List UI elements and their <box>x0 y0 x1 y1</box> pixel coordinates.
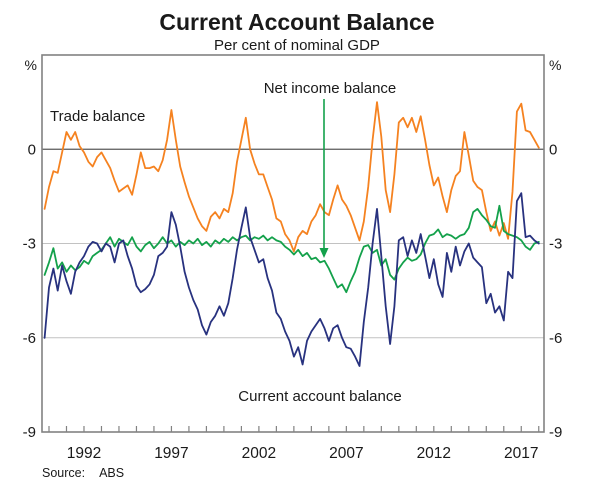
series-label-current-account-balance: Current account balance <box>238 388 401 405</box>
chart-title: Current Account Balance <box>159 9 434 35</box>
x-tick-label: 2017 <box>504 445 538 462</box>
y-tick-label-right: -9 <box>549 424 562 441</box>
x-tick-label: 1997 <box>154 445 188 462</box>
chart-plot-layer: 1992 1997 2002 2007 2012 2017 0 0 -3 -3 -6 -6 -9 -9 <box>23 54 562 462</box>
x-tick-label: 2007 <box>329 445 363 462</box>
y-tick-label-left: -9 <box>23 424 36 441</box>
series-line-net-income-balance <box>43 204 540 294</box>
y-axis-unit-right: % <box>549 57 561 73</box>
y-axis-unit-left: % <box>25 57 37 73</box>
source-value: ABS <box>99 466 125 480</box>
x-tick-label: 2002 <box>242 445 276 462</box>
y-tick-label-right: -3 <box>549 236 562 253</box>
chart-subtitle: Per cent of nominal GDP <box>214 37 380 54</box>
y-tick-label-left: -3 <box>23 236 36 253</box>
x-tick-label: 1992 <box>67 445 101 462</box>
plot-frame <box>41 54 545 433</box>
series-label-trade-balance: Trade balance <box>50 108 145 125</box>
y-tick-label-left: 0 <box>28 141 36 158</box>
series-line-current-account-balance <box>43 192 540 367</box>
series-line-trade-balance <box>43 101 540 253</box>
net-income-arrow-icon <box>319 99 329 258</box>
net-income-arrow-head <box>319 248 329 258</box>
y-tick-label-right: 0 <box>549 141 557 158</box>
y-tick-label-left: -6 <box>23 330 36 347</box>
source-note: Source: ABS <box>42 466 124 480</box>
y-tick-label-right: -6 <box>549 330 562 347</box>
x-tick-label: 2012 <box>417 445 451 462</box>
series-label-net-income-balance: Net income balance <box>264 80 397 97</box>
source-label: Source: <box>42 466 86 480</box>
